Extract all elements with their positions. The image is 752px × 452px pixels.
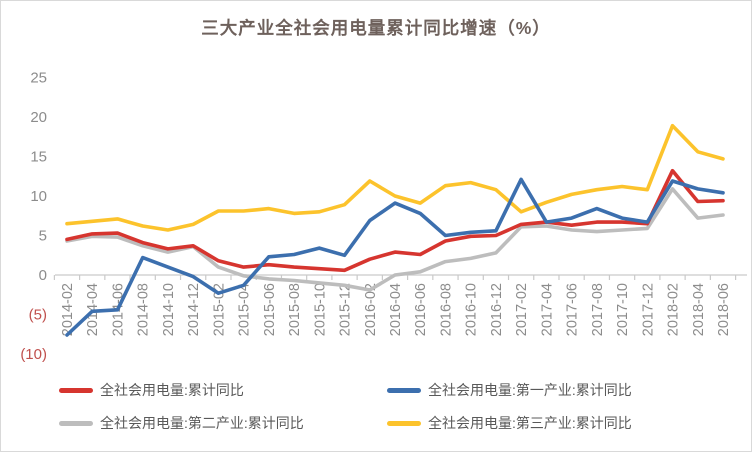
legend-item-2: 全社会用电量:第二产业:累计同比 bbox=[59, 413, 387, 433]
x-tick-label: 2017-12 bbox=[640, 283, 656, 336]
x-tick-label: 2014-12 bbox=[186, 283, 202, 336]
y-tick-label: 0 bbox=[39, 267, 47, 284]
x-tick-label: 2016-12 bbox=[489, 283, 505, 336]
x-tick-label: 2017-08 bbox=[590, 283, 606, 336]
legend-label-3: 全社会用电量:第三产业:累计同比 bbox=[428, 415, 632, 431]
x-tick-label: 2018-06 bbox=[716, 283, 732, 336]
legend-swatch-2 bbox=[59, 420, 93, 426]
legend-label-2: 全社会用电量:第二产业:累计同比 bbox=[100, 415, 304, 431]
legend-item-0: 全社会用电量:累计同比 bbox=[59, 380, 387, 400]
y-tick-label: 15 bbox=[30, 149, 47, 166]
x-tick-label: 2017-02 bbox=[514, 283, 530, 336]
legend-item-1: 全社会用电量:第一产业:累计同比 bbox=[387, 380, 729, 400]
series-line-1 bbox=[65, 177, 725, 337]
legend-label-1: 全社会用电量:第一产业:累计同比 bbox=[428, 382, 632, 398]
x-tick-label: 2016-04 bbox=[388, 283, 404, 336]
legend-swatch-3 bbox=[387, 420, 421, 426]
x-tick-label: 2015-04 bbox=[237, 283, 253, 336]
x-tick-label: 2014-02 bbox=[60, 283, 76, 336]
x-tick-label: 2016-08 bbox=[438, 283, 454, 336]
x-tick-label: 2014-08 bbox=[136, 283, 152, 336]
x-tick-label: 2018-02 bbox=[666, 283, 682, 336]
y-tick-label: 25 bbox=[30, 70, 47, 87]
x-tick-label: 2016-06 bbox=[413, 283, 429, 336]
x-tick-label: 2015-12 bbox=[338, 283, 354, 336]
y-tick-label: 5 bbox=[39, 228, 47, 245]
x-tick-label: 2015-02 bbox=[211, 283, 227, 336]
series-line-0 bbox=[65, 168, 725, 273]
x-tick-label: 2017-10 bbox=[615, 283, 631, 336]
legend-swatch-0 bbox=[59, 387, 93, 393]
legend-item-3: 全社会用电量:第三产业:累计同比 bbox=[387, 413, 729, 433]
chart-legend: 全社会用电量:累计同比 全社会用电量:第一产业:累计同比全社会用电量:第二产业:累… bbox=[59, 380, 729, 433]
x-tick-label: 2015-06 bbox=[262, 283, 278, 336]
series-line-2 bbox=[65, 187, 725, 292]
x-tick-label: 2017-06 bbox=[565, 283, 581, 336]
y-tick-label: 10 bbox=[30, 188, 47, 205]
y-tick-label: (10) bbox=[20, 346, 47, 363]
x-tick-label: 2018-04 bbox=[691, 283, 707, 336]
series-line-3 bbox=[65, 123, 725, 232]
y-tick-label: (5) bbox=[29, 307, 47, 324]
x-tick-label: 2016-10 bbox=[464, 283, 480, 336]
legend-swatch-1 bbox=[387, 387, 421, 393]
chart-title: 三大产业全社会用电量累计同比增速（%） bbox=[201, 18, 551, 38]
x-tick-label: 2017-04 bbox=[539, 283, 555, 336]
legend-label-0: 全社会用电量:累计同比 bbox=[100, 382, 244, 398]
x-tick-label: 2015-08 bbox=[287, 283, 303, 336]
x-tick-label: 2015-10 bbox=[312, 283, 328, 336]
x-tick-label: 2014-10 bbox=[161, 283, 177, 336]
x-tick-label: 2016-02 bbox=[363, 283, 379, 336]
y-tick-label: 20 bbox=[30, 109, 47, 126]
